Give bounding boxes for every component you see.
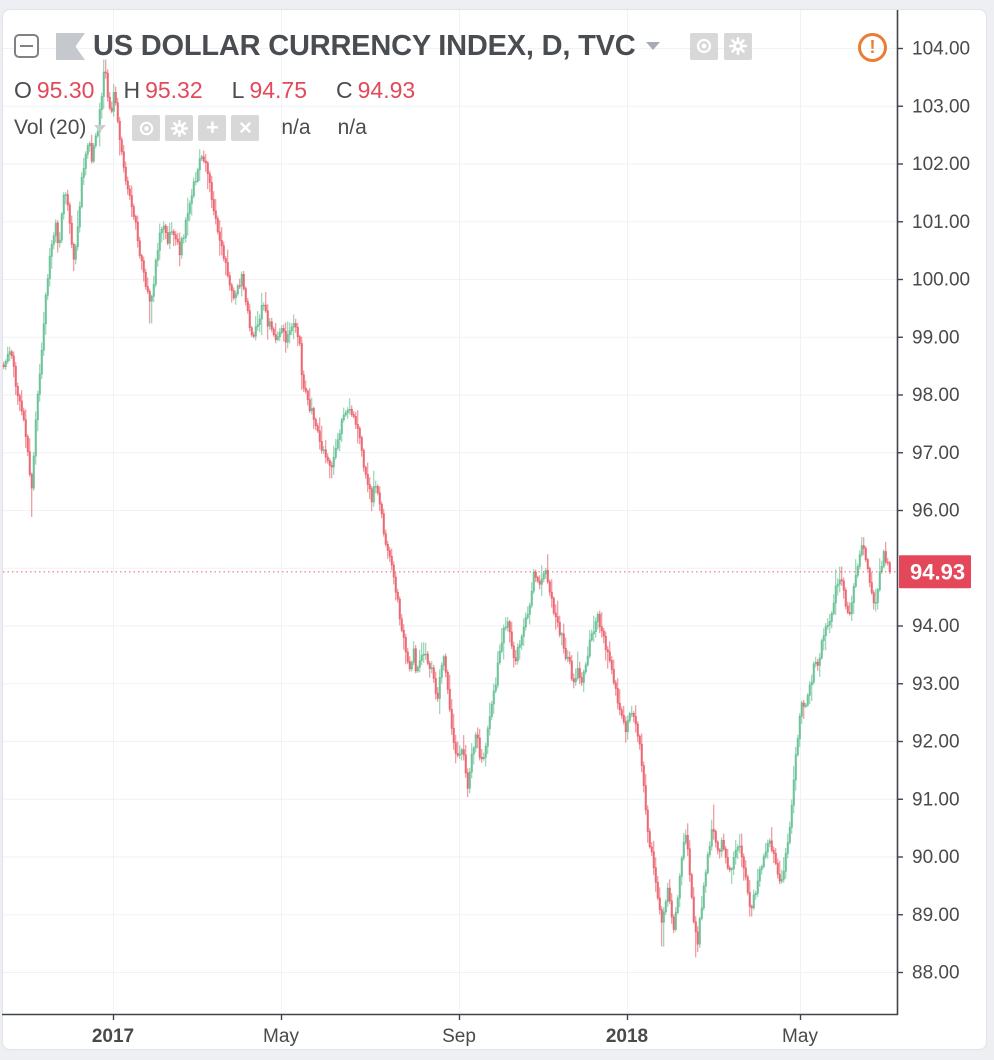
- svg-text:Sep: Sep: [442, 1026, 476, 1047]
- svg-text:104.00: 104.00: [912, 39, 970, 60]
- svg-text:May: May: [263, 1026, 299, 1047]
- indicator-settings-button[interactable]: [165, 115, 194, 141]
- collapse-legend-button[interactable]: [14, 34, 39, 58]
- volume-value: n/a: [281, 116, 311, 139]
- volume-indicator-row: Vol (20) + × n/a n/a: [14, 114, 367, 142]
- ohlc-readout: O 95.30 H 95.32 L 94.75 C 94.93: [14, 77, 444, 104]
- svg-text:2017: 2017: [92, 1026, 134, 1047]
- open-value: 95.30: [36, 77, 95, 103]
- svg-text:101.00: 101.00: [912, 212, 970, 233]
- close-value: 94.93: [357, 77, 416, 103]
- high-label: H: [123, 77, 141, 103]
- high-value: 95.32: [145, 77, 203, 103]
- svg-text:91.00: 91.00: [912, 789, 960, 810]
- gear-icon: [728, 36, 747, 56]
- indicator-visibility-button[interactable]: [132, 115, 161, 141]
- exchange-logo-icon: [56, 32, 85, 60]
- plus-icon: +: [205, 115, 219, 140]
- volume-ma-value: n/a: [337, 116, 367, 139]
- svg-text:102.00: 102.00: [912, 154, 970, 175]
- chevron-down-icon[interactable]: [645, 42, 660, 50]
- svg-text:89.00: 89.00: [912, 905, 960, 926]
- alert-icon[interactable]: !: [858, 33, 887, 62]
- svg-text:2018: 2018: [606, 1026, 648, 1047]
- low-value: 94.75: [249, 77, 307, 103]
- close-icon: ×: [238, 115, 252, 140]
- chart-widget-frame: [2, 9, 987, 1050]
- settings-button[interactable]: [723, 32, 752, 60]
- svg-text:99.00: 99.00: [912, 327, 960, 348]
- svg-text:90.00: 90.00: [912, 847, 960, 868]
- symbol-title[interactable]: US DOLLAR CURRENCY INDEX, D, TVC: [93, 29, 636, 62]
- chevron-down-icon[interactable]: [94, 124, 107, 132]
- svg-text:88.00: 88.00: [912, 963, 960, 984]
- svg-text:93.00: 93.00: [912, 674, 960, 695]
- svg-text:100.00: 100.00: [912, 270, 970, 291]
- chart-legend-header: US DOLLAR CURRENCY INDEX, D, TVC: [14, 29, 752, 62]
- svg-text:98.00: 98.00: [912, 385, 960, 406]
- time-axis[interactable]: [3, 1015, 897, 1050]
- minus-icon: [20, 45, 33, 47]
- eye-icon: [139, 121, 154, 135]
- svg-text:96.00: 96.00: [912, 501, 960, 522]
- svg-text:94.00: 94.00: [912, 616, 960, 637]
- ohlc-open-group: O 95.30: [14, 77, 94, 104]
- volume-indicator-label[interactable]: Vol (20): [14, 116, 87, 139]
- price-axis[interactable]: [898, 10, 986, 1014]
- svg-text:May: May: [782, 1026, 818, 1047]
- low-label: L: [231, 77, 245, 103]
- ohlc-low-group: L 94.75: [232, 77, 307, 104]
- ohlc-close-group: C 94.93: [336, 77, 415, 104]
- ohlc-high-group: H 95.32: [123, 77, 202, 104]
- indicator-add-button[interactable]: +: [198, 115, 227, 141]
- svg-text:97.00: 97.00: [912, 443, 960, 464]
- svg-text:92.00: 92.00: [912, 732, 960, 753]
- indicator-remove-button[interactable]: ×: [231, 115, 260, 141]
- svg-text:94.93: 94.93: [910, 559, 965, 584]
- gear-icon: [170, 119, 189, 137]
- eye-icon: [696, 38, 711, 54]
- close-label: C: [336, 77, 353, 103]
- open-label: O: [14, 77, 32, 103]
- svg-text:103.00: 103.00: [912, 96, 970, 117]
- toggle-visibility-button[interactable]: [689, 32, 718, 60]
